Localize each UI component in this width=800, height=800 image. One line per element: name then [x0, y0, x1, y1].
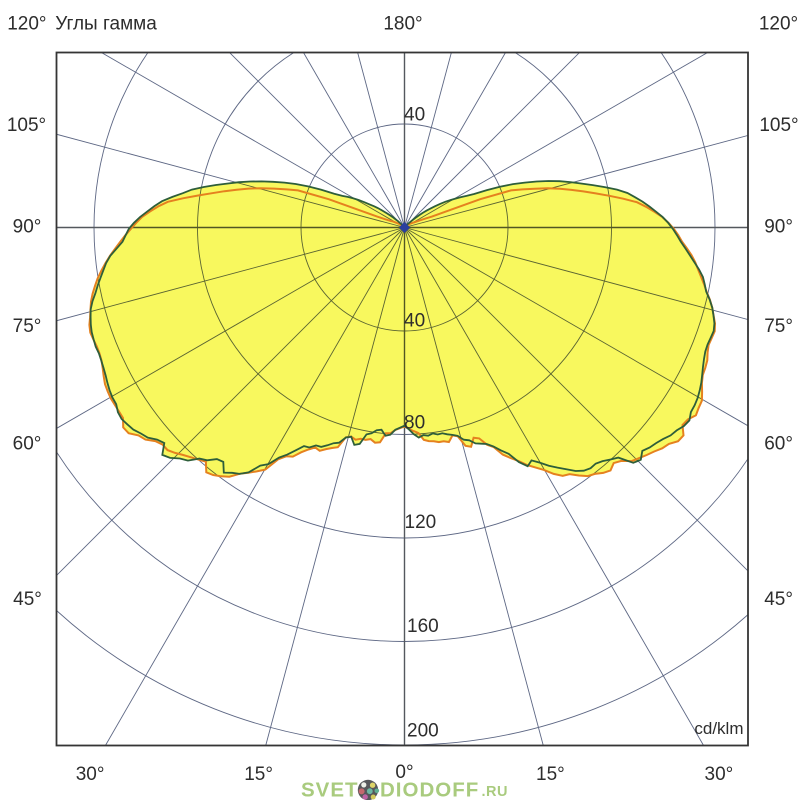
svg-text:cd/klm: cd/klm	[694, 719, 743, 738]
svg-text:80: 80	[404, 413, 425, 434]
svg-text:40: 40	[404, 105, 425, 126]
svg-text:60°: 60°	[764, 434, 793, 455]
svg-text:45°: 45°	[764, 589, 793, 610]
svg-text:SVET: SVET	[301, 779, 359, 800]
svg-text:105°: 105°	[7, 115, 46, 136]
svg-text:120°: 120°	[759, 14, 798, 35]
svg-text:75°: 75°	[764, 316, 793, 337]
svg-text:45°: 45°	[13, 589, 42, 610]
svg-text:DIODOFF: DIODOFF	[380, 779, 479, 800]
svg-text:120: 120	[405, 512, 437, 533]
svg-text:105°: 105°	[759, 115, 798, 136]
svg-text:.RU: .RU	[482, 784, 508, 800]
svg-text:0°: 0°	[395, 762, 413, 783]
svg-text:30°: 30°	[705, 764, 734, 785]
svg-text:200: 200	[407, 721, 439, 742]
svg-text:90°: 90°	[764, 217, 793, 238]
svg-text:40: 40	[404, 311, 425, 332]
svg-text:120°: 120°	[7, 14, 46, 35]
svg-text:30°: 30°	[76, 764, 105, 785]
svg-text:180°: 180°	[383, 14, 422, 35]
svg-text:15°: 15°	[536, 764, 565, 785]
svg-text:60°: 60°	[13, 434, 42, 455]
svg-text:75°: 75°	[13, 316, 42, 337]
svg-text:Углы гамма: Углы гамма	[55, 14, 157, 35]
svg-text:90°: 90°	[13, 217, 42, 238]
svg-text:160: 160	[407, 616, 439, 637]
svg-text:15°: 15°	[244, 764, 273, 785]
